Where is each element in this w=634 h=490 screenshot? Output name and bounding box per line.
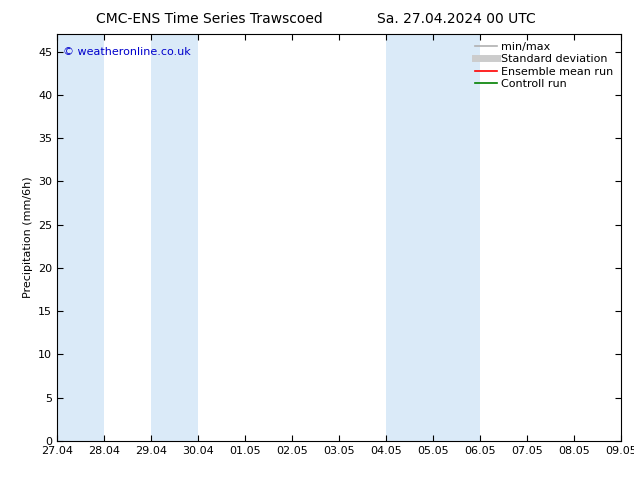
Bar: [151, 34, 198, 441]
Text: Sa. 27.04.2024 00 UTC: Sa. 27.04.2024 00 UTC: [377, 12, 536, 26]
Y-axis label: Precipitation (mm/6h): Precipitation (mm/6h): [23, 177, 32, 298]
Bar: [386, 34, 481, 441]
Bar: [57, 34, 104, 441]
Legend: min/max, Standard deviation, Ensemble mean run, Controll run: min/max, Standard deviation, Ensemble me…: [472, 40, 616, 91]
Text: © weatheronline.co.uk: © weatheronline.co.uk: [63, 47, 190, 56]
Text: CMC-ENS Time Series Trawscoed: CMC-ENS Time Series Trawscoed: [96, 12, 323, 26]
